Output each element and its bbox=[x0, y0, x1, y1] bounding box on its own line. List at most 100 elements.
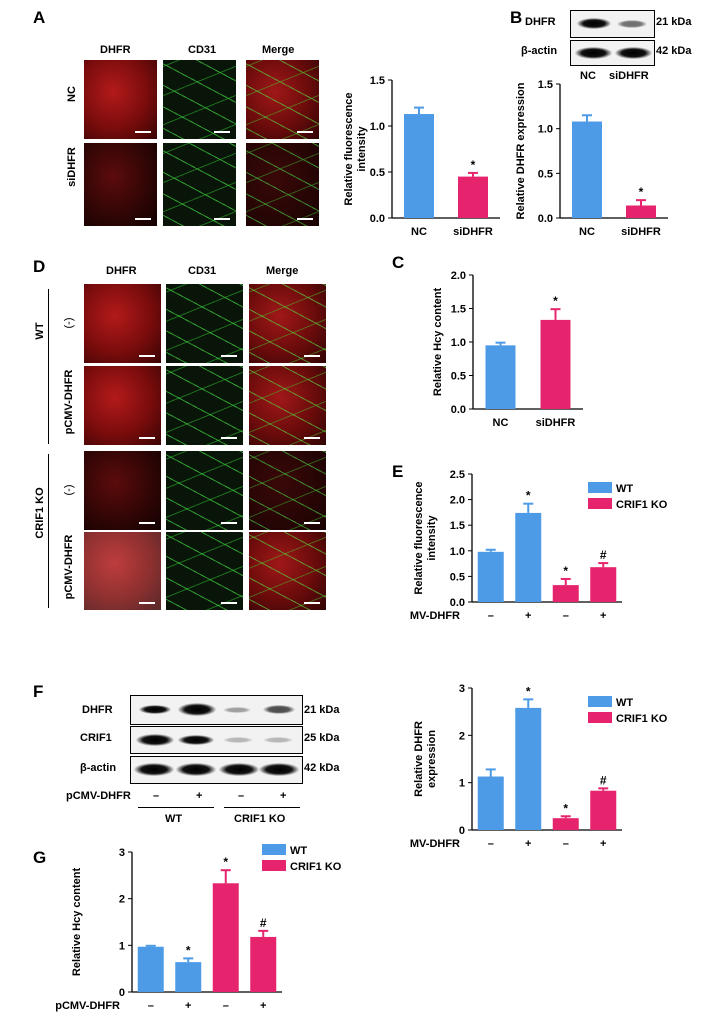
micrograph-wt-pcmv-merge bbox=[249, 366, 326, 445]
row-label-nc: NC bbox=[66, 86, 78, 102]
bar bbox=[626, 205, 656, 218]
x-tick-label: + bbox=[185, 1000, 191, 1012]
x-tick-label: + bbox=[525, 610, 531, 622]
x-tick-label: + bbox=[525, 838, 531, 850]
col-label-cd31: CD31 bbox=[188, 44, 217, 56]
col-label-merge: Merge bbox=[262, 44, 295, 56]
y-tick-label: 1.0 bbox=[451, 337, 466, 349]
row-label-minus: (-) bbox=[63, 317, 75, 329]
scale-bar bbox=[139, 522, 155, 524]
group-label-wt: WT bbox=[165, 813, 183, 825]
significance-mark: # bbox=[600, 548, 607, 562]
y-tick-label: 2 bbox=[119, 894, 125, 906]
blot-label-dhfr: DHFR bbox=[525, 16, 556, 28]
bar bbox=[212, 883, 239, 992]
scale-bar bbox=[139, 602, 155, 604]
treatment-mark: + bbox=[280, 790, 287, 802]
x-tick-label: siDHFR bbox=[621, 226, 661, 238]
legend-swatch bbox=[262, 860, 286, 871]
scale-bar bbox=[304, 355, 320, 357]
significance-mark: * bbox=[563, 564, 568, 578]
x-tick-label: NC bbox=[579, 226, 595, 238]
bar bbox=[137, 946, 164, 992]
group-label-crif1ko: CRIF1 KO bbox=[34, 487, 46, 539]
bar bbox=[404, 114, 434, 218]
significance-mark: * bbox=[639, 185, 644, 199]
col-label-dhfr: DHFR bbox=[106, 265, 137, 277]
row-label-pcmv: pCMV-DHFR bbox=[63, 534, 75, 600]
y-axis-label-line1: Relative DHFR bbox=[413, 721, 425, 797]
y-tick-label: 1.0 bbox=[450, 546, 465, 558]
panel-letter-b: B bbox=[510, 8, 523, 27]
band bbox=[615, 47, 652, 59]
blot-label-dhfr: DHFR bbox=[82, 704, 113, 716]
group-label-crif1ko: CRIF1 KO bbox=[234, 813, 286, 825]
kda-label: 25 kDa bbox=[304, 732, 340, 744]
scale-bar bbox=[139, 355, 155, 357]
bar bbox=[590, 567, 617, 602]
y-tick-label: 0.0 bbox=[538, 213, 553, 225]
bar bbox=[572, 121, 602, 218]
y-axis-label-line1: Relative fluorescence bbox=[413, 481, 425, 594]
group-label-wt: WT bbox=[34, 322, 46, 340]
chart-b-dhfr-expression: 0.0 0.5 1.0 1.5 Relative DHFR expression NC * s… bbox=[515, 79, 668, 238]
legend-swatch bbox=[588, 712, 612, 723]
bar bbox=[552, 585, 579, 602]
y-tick-label: 1.5 bbox=[450, 520, 465, 532]
panel-letter-g: G bbox=[33, 848, 47, 867]
band bbox=[139, 705, 171, 714]
y-tick-label: 3 bbox=[459, 683, 465, 695]
y-tick-label: 1.5 bbox=[451, 304, 466, 316]
panel-letter-a: A bbox=[33, 8, 46, 27]
band bbox=[617, 20, 647, 28]
x-tick-label: + bbox=[600, 610, 606, 622]
chart-e-fluorescence: 0.0 0.5 1.0 1.5 2.0 2.5 Relative fluorescence i… bbox=[410, 469, 668, 622]
y-tick-label: 0.5 bbox=[451, 371, 466, 383]
micrograph-wt-minus-merge bbox=[249, 284, 326, 363]
treatment-label: pCMV-DHFR bbox=[66, 790, 131, 802]
legend-label: WT bbox=[616, 697, 633, 709]
bar bbox=[485, 345, 516, 409]
micrograph-ko-minus-dhfr bbox=[84, 451, 161, 530]
row-label-pcmv: pCMV-DHFR bbox=[63, 369, 75, 435]
scale-bar bbox=[297, 131, 313, 133]
x-tick-label: + bbox=[260, 1000, 266, 1012]
blot-label-actin: β-actin bbox=[521, 45, 558, 57]
band bbox=[223, 707, 251, 713]
row-label-sidhfr: siDHFR bbox=[66, 147, 78, 187]
blot-label-actin: β-actin bbox=[80, 762, 117, 774]
y-tick-label: 0 bbox=[459, 825, 465, 837]
scale-bar bbox=[221, 355, 237, 357]
scale-bar bbox=[139, 437, 155, 439]
chart-c-hcy-content: 0.0 0.5 1.0 1.5 2.0 Relative Hcy content NC * si… bbox=[432, 270, 583, 429]
x-tick-label: – bbox=[148, 1000, 154, 1012]
significance-mark: * bbox=[526, 684, 531, 698]
bar bbox=[515, 512, 542, 602]
legend-label: CRIF1 KO bbox=[616, 499, 668, 511]
kda-label: 21 kDa bbox=[304, 704, 340, 716]
y-axis-label-line2: intensity bbox=[356, 126, 368, 172]
scale-bar bbox=[221, 437, 237, 439]
treatment-mark: + bbox=[196, 790, 203, 802]
blot-strip-actin bbox=[570, 40, 655, 66]
y-tick-label: 0.0 bbox=[450, 597, 465, 609]
kda-label: 42 kDa bbox=[656, 45, 692, 57]
bar bbox=[477, 551, 504, 602]
lane-label-sidhfr: siDHFR bbox=[609, 70, 649, 82]
band bbox=[263, 737, 293, 743]
x-tick-label: – bbox=[563, 610, 569, 622]
micrograph-cd31-nc bbox=[163, 60, 236, 139]
kda-label: 42 kDa bbox=[304, 762, 340, 774]
bar bbox=[477, 776, 504, 830]
y-axis-label-line2: expression bbox=[426, 730, 438, 788]
y-axis-label-line1: Relative fluorescence bbox=[343, 92, 355, 205]
treatment-mark: – bbox=[238, 790, 245, 802]
x-tick-label: – bbox=[488, 610, 494, 622]
lane-label-nc: NC bbox=[580, 70, 596, 82]
scale-bar bbox=[304, 602, 320, 604]
micrograph-ko-pcmv-cd31 bbox=[166, 532, 243, 610]
y-tick-label: 2.0 bbox=[451, 270, 466, 282]
micrograph-wt-pcmv-cd31 bbox=[166, 366, 243, 445]
y-tick-label: 0.5 bbox=[370, 167, 385, 179]
